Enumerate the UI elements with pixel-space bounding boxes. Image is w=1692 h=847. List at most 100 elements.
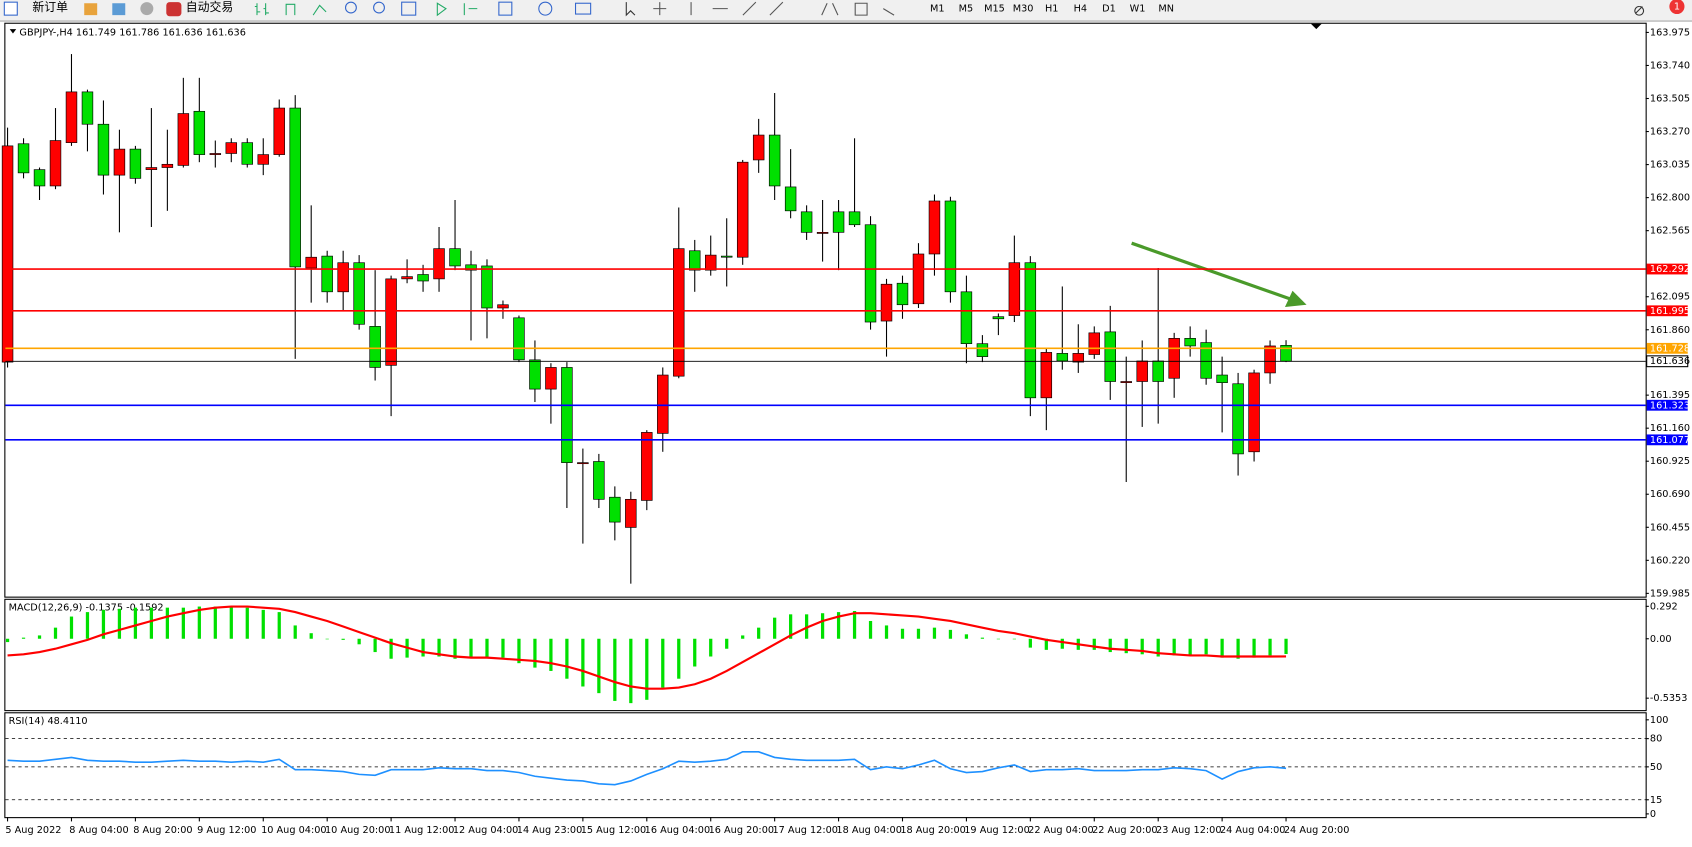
candle-body xyxy=(97,123,110,176)
badge[interactable] xyxy=(1669,0,1685,15)
icon[interactable] xyxy=(538,1,553,16)
icon[interactable] xyxy=(498,1,513,16)
icon[interactable] xyxy=(254,3,269,16)
timeframe-button[interactable]: M30 xyxy=(1013,4,1034,15)
timeframe-button[interactable]: M1 xyxy=(930,4,945,15)
macd-bar xyxy=(916,628,921,639)
macd-bar xyxy=(677,638,681,679)
macd-bar xyxy=(181,607,185,639)
rsi-panel xyxy=(4,712,1647,819)
macd-bar xyxy=(69,616,74,639)
macd-bar xyxy=(1044,638,1048,650)
search-icon[interactable] xyxy=(1634,5,1645,16)
candle-body xyxy=(689,250,701,271)
candle-body xyxy=(912,253,925,305)
icon[interactable] xyxy=(84,3,98,16)
candle-body xyxy=(113,148,126,176)
candle-body xyxy=(353,262,365,325)
icon[interactable] xyxy=(166,2,182,17)
macd-bar xyxy=(149,607,154,639)
macd-bar xyxy=(581,638,585,687)
rsi-line xyxy=(7,750,1287,786)
candle-body xyxy=(385,278,397,366)
candle-body xyxy=(1232,383,1244,455)
timeframe-button[interactable]: M15 xyxy=(984,4,1005,15)
level-label: 161.323 xyxy=(1650,400,1690,411)
candle-body xyxy=(1056,353,1069,362)
y-tick-label: 50 xyxy=(1650,762,1662,773)
macd-bar xyxy=(789,614,793,639)
candle-body xyxy=(768,134,781,187)
x-tick-label: 19 Aug 12:00 xyxy=(964,825,1030,836)
timeframe-button[interactable]: H1 xyxy=(1045,4,1058,15)
y-tick-label: 163.505 xyxy=(1650,93,1690,104)
x-tick-label: 15 Aug 12:00 xyxy=(581,825,647,836)
candle-body xyxy=(1040,352,1053,399)
icon[interactable] xyxy=(463,3,478,16)
icon[interactable] xyxy=(574,2,592,15)
candle-body xyxy=(433,248,445,280)
y-tick-label: 162.095 xyxy=(1650,292,1690,303)
candle-body xyxy=(657,374,669,434)
icon[interactable] xyxy=(401,1,417,16)
candle-body xyxy=(1184,338,1196,347)
icon[interactable] xyxy=(3,1,18,16)
candle-body xyxy=(513,317,525,361)
candle-body xyxy=(481,265,493,309)
timeframe-button[interactable]: H4 xyxy=(1074,4,1087,15)
macd-bar xyxy=(1108,638,1112,653)
icon[interactable] xyxy=(344,1,357,14)
x-tick-label: 16 Aug 04:00 xyxy=(645,825,711,836)
macd-bar xyxy=(37,635,42,639)
icon[interactable] xyxy=(285,3,296,16)
macd-bar xyxy=(661,638,665,688)
x-tick-label: 24 Aug 04:00 xyxy=(1220,825,1286,836)
x-tick-label: 11 Aug 12:00 xyxy=(389,825,455,836)
icon[interactable] xyxy=(112,3,126,16)
candle-body xyxy=(321,255,333,293)
macd-bar xyxy=(852,611,857,639)
y-tick-label: 15 xyxy=(1650,795,1662,806)
candle-body xyxy=(65,91,78,143)
timeframe-button[interactable]: M5 xyxy=(959,4,974,15)
candle-body xyxy=(1088,332,1100,355)
candle-body xyxy=(177,113,190,166)
icon[interactable] xyxy=(373,1,385,14)
y-tick-label: 163.740 xyxy=(1650,60,1690,71)
y-tick-label: 163.975 xyxy=(1650,27,1690,38)
y-tick-label: 160.455 xyxy=(1650,522,1690,533)
macd-bar xyxy=(1124,638,1128,654)
candle-body xyxy=(944,200,957,293)
macd-bar xyxy=(213,606,217,639)
macd-bar xyxy=(533,638,537,668)
x-tick-label: 16 Aug 20:00 xyxy=(709,825,775,836)
candle-body xyxy=(577,462,589,465)
candle-body xyxy=(784,186,797,212)
timeframe-bar: M1 M5 M15 M30 H1 H4 D1 W1 MN xyxy=(930,4,1174,15)
candle-body xyxy=(449,248,461,267)
macd-bar xyxy=(197,606,201,639)
icon[interactable] xyxy=(436,2,447,17)
timeframe-button[interactable]: D1 xyxy=(1102,4,1116,15)
trend-arrow xyxy=(1131,241,1292,301)
icon[interactable] xyxy=(625,2,636,17)
macd-bar xyxy=(549,638,553,671)
timeframe-button[interactable]: MN xyxy=(1158,4,1174,15)
new-order[interactable]: 新订单 xyxy=(32,0,68,14)
macd-bar xyxy=(964,634,969,639)
icon[interactable] xyxy=(140,2,154,16)
macd-bar xyxy=(1268,638,1272,656)
y-tick-label: 0.00 xyxy=(1650,634,1672,645)
icon[interactable] xyxy=(312,4,327,16)
macd-bar xyxy=(565,638,569,679)
level-label: 161.995 xyxy=(1650,306,1690,317)
candle-body xyxy=(225,142,238,154)
icon[interactable] xyxy=(653,1,895,16)
timeframe-button[interactable]: W1 xyxy=(1130,4,1146,15)
badge-count: 1 xyxy=(1674,1,1680,12)
auto-trading[interactable]: 自动交易 xyxy=(186,0,233,14)
arrow-head xyxy=(1284,290,1307,307)
macd-bar xyxy=(613,638,617,701)
macd-bar xyxy=(629,638,633,704)
